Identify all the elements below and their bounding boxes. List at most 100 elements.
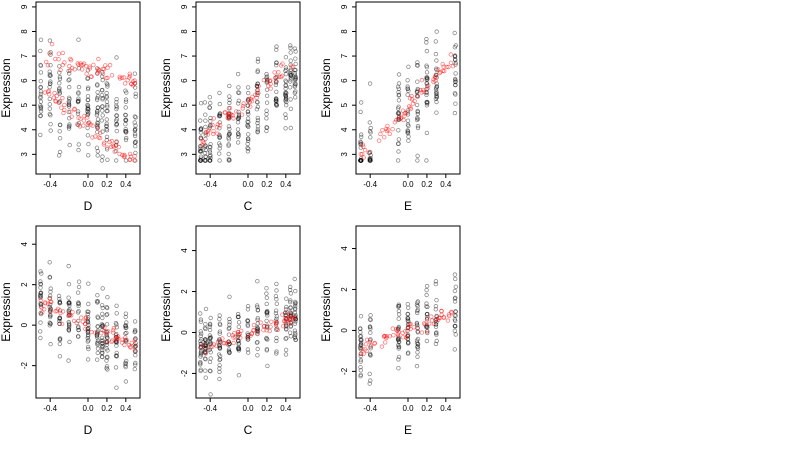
fitted-point [104,75,109,81]
observed-point [100,113,105,118]
observed-point [202,343,208,348]
observed-point [367,120,372,125]
observed-point [48,128,53,133]
observed-point [452,347,457,352]
observed-point [67,301,72,306]
observed-point [38,290,44,295]
observed-point [283,83,288,88]
y-tick-label: 9 [20,4,29,9]
x-tick-label: 0.0 [82,404,94,413]
observed-point [415,108,420,114]
observed-point [273,98,279,103]
observed-point [66,109,71,115]
observed-point [217,111,223,116]
observed-point [368,326,373,331]
fitted-point [91,62,96,68]
observed-point [288,73,293,78]
observed-point [284,90,289,96]
x-axis-title: E [404,199,412,213]
observed-point [99,311,105,317]
y-tick-label: 5 [20,102,29,107]
fitted-point [49,41,55,47]
fitted-point [44,59,49,65]
observed-point [104,147,110,152]
observed-point [100,305,105,311]
y-tick-label: 4 [340,127,349,132]
observed-point [86,301,91,307]
observed-point [274,338,279,344]
observed-point [406,305,411,310]
fitted-point [288,313,293,318]
observed-point [264,335,269,341]
observed-point [368,378,373,383]
fitted-point [284,316,289,321]
observed-point [76,279,82,284]
observed-point [57,300,63,306]
observed-point [217,321,222,326]
observed-point [203,346,208,351]
observed-point [434,91,440,96]
observed-point [288,323,294,328]
observed-point [57,80,62,86]
fitted-point [75,61,80,66]
observed-point [424,84,430,89]
y-tick-label: 4 [20,241,29,246]
observed-point [255,124,261,129]
observed-point [405,130,410,135]
y-axis-title: Expression [0,282,13,341]
fitted-point [425,86,430,91]
fitted-point [111,330,116,335]
observed-point [95,338,101,343]
observed-point [132,131,138,137]
fitted-point [117,74,122,79]
observed-point [264,311,270,316]
fitted-point [391,333,396,338]
observed-point [47,275,52,280]
observed-point [434,84,439,89]
fitted-point [121,154,127,159]
observed-point [396,366,401,371]
observed-point [274,47,279,52]
fitted-point [62,102,67,108]
fitted-point [277,74,282,79]
x-tick-label: 0.2 [101,404,113,413]
observed-point [405,316,410,321]
observed-point [104,124,109,129]
observed-point [283,93,288,99]
fitted-point [48,309,53,314]
x-tick-label: 0.0 [242,404,254,413]
observed-point [283,90,288,95]
observed-point [66,300,72,305]
observed-point [100,354,105,360]
observed-point [236,324,241,329]
observed-point [405,129,411,134]
observed-point [99,335,105,340]
observed-point [57,64,62,69]
observed-point [433,322,439,327]
observed-point [226,135,231,140]
observed-point [452,53,458,58]
observed-point [38,84,43,90]
x-axis-title: C [244,423,253,437]
observed-point [123,121,128,127]
observed-point [396,357,401,362]
fitted-point [45,63,51,68]
observed-point [217,135,222,140]
observed-point [226,132,231,138]
observed-point [38,62,43,68]
fitted-point [69,114,74,119]
observed-point [198,329,203,334]
observed-point [226,326,231,332]
observed-point [359,132,364,137]
observed-point [283,97,288,102]
observed-point [100,343,105,349]
observed-point [217,143,223,148]
observed-point [105,108,110,114]
observed-point [48,79,53,84]
x-tick-label: 0.4 [440,180,452,189]
observed-point [434,58,439,63]
observed-point [452,317,457,322]
fitted-point [55,306,61,312]
observed-point [217,345,222,351]
observed-point [415,109,420,115]
